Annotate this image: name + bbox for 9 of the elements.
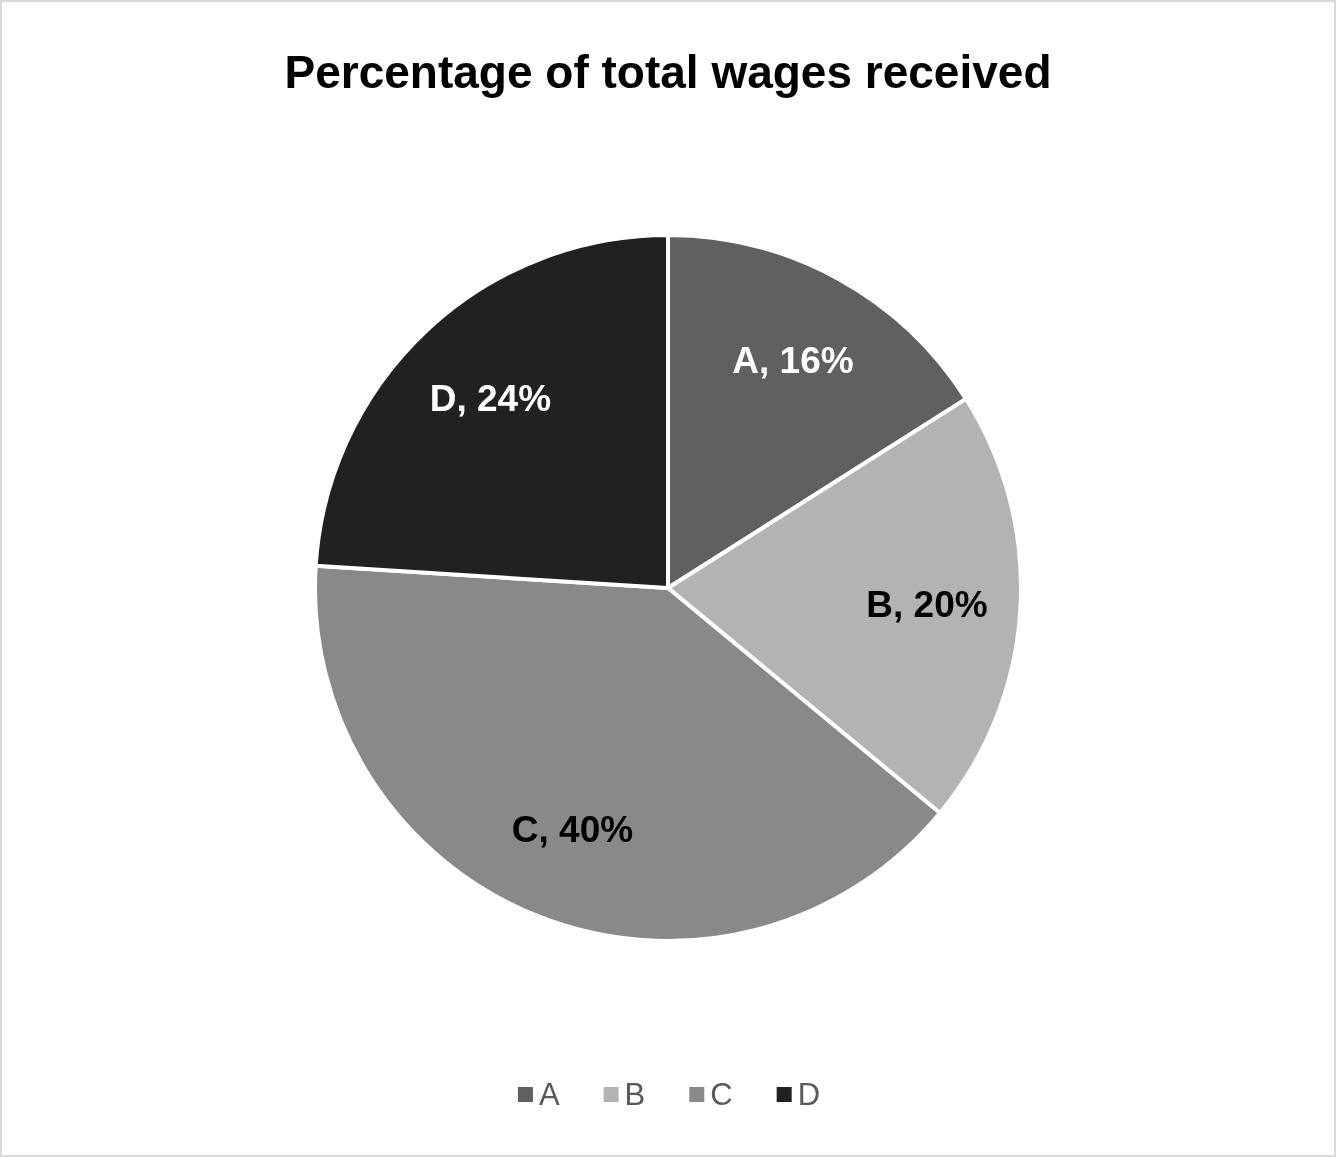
data-label: D, 24% (429, 378, 552, 420)
data-label: B, 20% (866, 583, 988, 625)
legend-label: A (538, 1077, 560, 1112)
chart-title: Percentage of total wages received (284, 46, 1052, 98)
legend-label: B (624, 1077, 646, 1112)
data-label: A, 16% (732, 340, 854, 382)
legend-label: C (710, 1077, 733, 1112)
data-label: C, 40% (511, 808, 634, 850)
legend-label: D (797, 1077, 821, 1112)
